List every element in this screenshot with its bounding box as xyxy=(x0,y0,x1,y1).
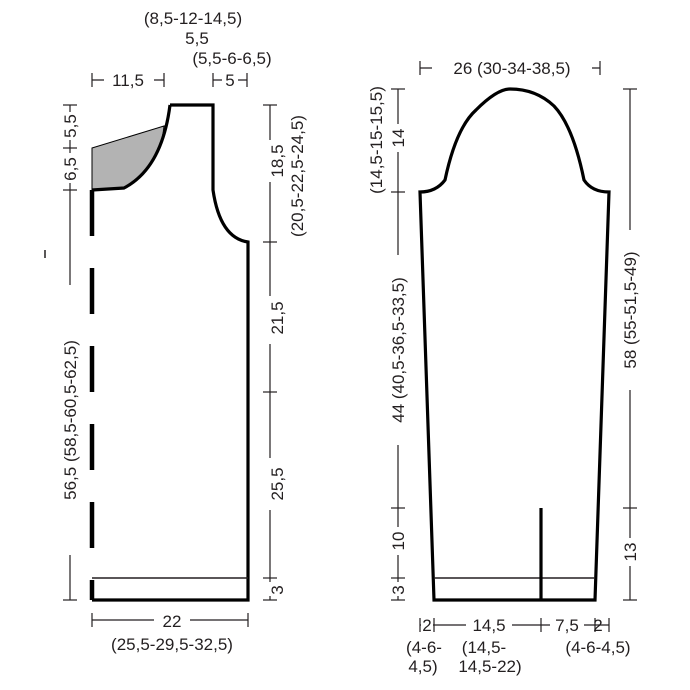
sleeve-labels: 26 (30-34-38,5) (14,5-15-15,5) 14 44 (40… xyxy=(367,58,640,676)
armhole-height-label: 18,5 xyxy=(268,144,287,177)
sleeve-bottom-right-sizes: (4-6-4,5) xyxy=(565,638,630,657)
shoulder-outline xyxy=(92,103,250,602)
top-dim-line3: (5,5-6-6,5) xyxy=(192,49,271,68)
body-labels: (8,5-12-14,5) 5,5 (5,5-6-6,5) 11,5 5 5,5… xyxy=(60,9,307,654)
upper-section-label: 21,5 xyxy=(268,301,287,334)
top-dim-line2: 5,5 xyxy=(185,29,209,48)
bottom-width-sizes-label: (25,5-29,5-32,5) xyxy=(111,635,233,654)
sleeve-bottom-left-sizes-2: 4,5) xyxy=(408,657,437,676)
sleeve-cap-sizes-label: (14,5-15-15,5) xyxy=(367,86,386,194)
body-border-label: 3 xyxy=(268,585,287,594)
sleeve-piece xyxy=(418,87,611,602)
sleeve-right-lower-label: 13 xyxy=(621,543,640,562)
neck-depth-bottom-label: 6,5 xyxy=(61,157,80,181)
neck-depth-top-label: 5,5 xyxy=(61,114,80,138)
shoulder-width-label: 11,5 xyxy=(112,71,144,90)
neck-width-label: 5 xyxy=(225,71,234,90)
lower-section-label: 25,5 xyxy=(268,467,287,500)
body-right-dims xyxy=(263,104,277,601)
armhole-height-sizes-label: (20,5-22,5-24,5) xyxy=(288,115,307,237)
sleeve-bottom-right-label: 7,5 xyxy=(555,616,579,635)
neckline xyxy=(91,104,172,192)
sleeve-total-length-label: 58 (55-51,5-49) xyxy=(621,251,640,368)
total-length-label: 56,5 (58,5-60,5-62,5) xyxy=(61,340,80,500)
sleeve-vent-height-label: 10 xyxy=(389,532,408,551)
sleeve-bottom-left-label: 2 xyxy=(422,616,431,635)
top-dim-line1: (8,5-12-14,5) xyxy=(144,9,242,28)
bottom-width-label: 22 xyxy=(163,612,182,631)
sleeve-cap-height-label: 14 xyxy=(389,129,408,148)
body-piece xyxy=(44,103,250,602)
sleeve-border-label: 3 xyxy=(389,585,408,594)
sleeve-bottom-left-sizes-1: (4-6- xyxy=(406,638,442,657)
sleeve-outline xyxy=(418,87,611,602)
sleeve-side-length-label: 44 (40,5-36,5-33,5) xyxy=(389,277,408,423)
sleeve-bottom-mid-sizes-2: 14,5-22) xyxy=(458,657,521,676)
sleeve-bottom-mid-label: 14,5 xyxy=(472,616,505,635)
sleeve-bottom-mid-sizes-1: (14,5- xyxy=(462,638,506,657)
sleeve-bottom-far-right-label: 2 xyxy=(593,616,602,635)
sleeve-top-width-label: 26 (30-34-38,5) xyxy=(453,59,570,78)
